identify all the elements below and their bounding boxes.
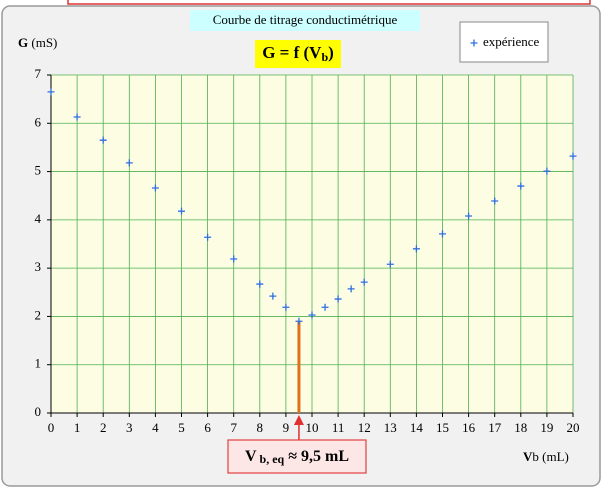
formula-end: ) — [328, 43, 334, 62]
x-tick-label: 1 — [74, 420, 81, 435]
annotation-box — [227, 439, 367, 474]
marker — [386, 260, 394, 268]
x-tick-label: 2 — [100, 420, 107, 435]
x-tick-label: 7 — [230, 420, 237, 435]
x-tick-label: 5 — [178, 420, 185, 435]
marker — [439, 230, 446, 238]
formula-main: G = f (V — [262, 43, 322, 62]
marker — [470, 39, 478, 47]
formula: G = f (Vb) — [262, 43, 334, 64]
marker — [269, 292, 277, 300]
x-axis-label: Vb (mL) — [523, 449, 569, 464]
marker — [125, 159, 133, 167]
formula-box — [255, 40, 341, 68]
formula-sub: b — [321, 50, 328, 64]
y-label-g: G — [18, 35, 28, 50]
x-label-v: V — [523, 449, 533, 464]
x-tick-label: 18 — [514, 420, 527, 435]
legend-box — [459, 21, 549, 63]
x-label-unit: b (mL) — [532, 449, 568, 464]
y-tick-label: 4 — [35, 211, 42, 226]
marker — [204, 233, 212, 241]
marker — [73, 113, 81, 121]
y-axis-label: G (mS) — [18, 35, 57, 50]
y-tick-label: 0 — [35, 404, 42, 419]
chart-title: Courbe de titrage conductimétrique — [213, 12, 398, 27]
marker — [308, 311, 316, 319]
y-tick-label: 5 — [35, 163, 42, 178]
annotation-rest: ≈ 9,5 mL — [284, 448, 349, 465]
marker — [99, 136, 107, 144]
marker — [347, 285, 355, 293]
y-label-unit: (mS) — [28, 35, 57, 50]
marker — [412, 245, 420, 253]
x-tick-label: 12 — [358, 420, 371, 435]
x-tick-label: 16 — [462, 420, 476, 435]
y-tick-label: 6 — [35, 114, 42, 129]
marker — [543, 167, 551, 175]
marker — [491, 197, 499, 205]
x-tick-label: 13 — [384, 420, 397, 435]
marker — [321, 303, 329, 311]
x-tick-label: 8 — [257, 420, 264, 435]
annotation: V b, eq ≈ 9,5 mL — [245, 448, 349, 466]
x-tick-label: 17 — [488, 420, 502, 435]
marker — [178, 207, 185, 215]
marker — [47, 88, 55, 96]
annotation-v: V — [245, 448, 257, 465]
x-tick-label: 14 — [410, 420, 424, 435]
x-tick-label: 11 — [332, 420, 345, 435]
marker — [334, 295, 342, 303]
y-tick-label: 1 — [35, 356, 42, 371]
y-tick-label: 7 — [35, 66, 42, 81]
x-tick-label: 3 — [126, 420, 133, 435]
equivalence-arrow — [293, 415, 304, 425]
x-tick-label: 10 — [306, 420, 319, 435]
y-tick-label: 3 — [35, 259, 42, 274]
top-frame — [67, 0, 591, 5]
x-tick-label: 0 — [48, 420, 55, 435]
marker — [256, 280, 264, 288]
x-tick-label: 4 — [152, 420, 159, 435]
marker — [151, 184, 159, 192]
marker — [517, 182, 525, 190]
annotation-sub: b, eq — [257, 452, 285, 466]
marker — [360, 278, 368, 286]
marker — [295, 317, 303, 325]
marker — [465, 212, 473, 220]
x-tick-label: 9 — [283, 420, 290, 435]
x-tick-label: 15 — [436, 420, 449, 435]
legend-label: expérience — [483, 34, 540, 49]
y-tick-label: 2 — [35, 307, 42, 322]
x-tick-label: 20 — [567, 420, 580, 435]
title-box — [190, 10, 420, 31]
x-tick-label: 19 — [540, 420, 553, 435]
legend: expérience — [459, 21, 549, 63]
x-tick-label: 6 — [204, 420, 211, 435]
marker — [282, 303, 290, 311]
marker — [569, 152, 577, 160]
marker — [230, 255, 238, 263]
